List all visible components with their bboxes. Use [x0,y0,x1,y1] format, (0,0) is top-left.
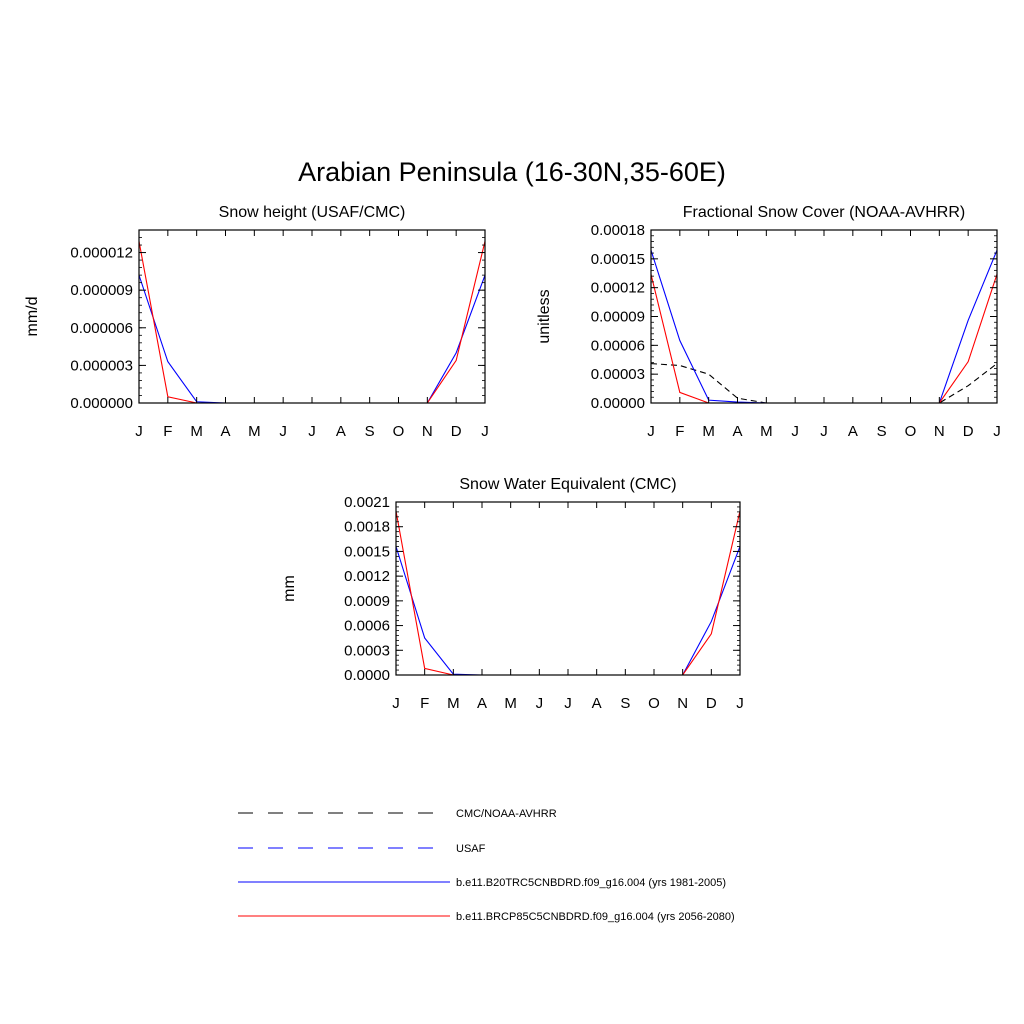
y-tick-label: 0.00018 [591,222,645,239]
x-tick-label: O [648,695,660,712]
plot-frame [138,229,486,404]
chart-panels: Snow height (USAF/CMC)J F M A M J J A S O N D J0.000… [24,204,1001,712]
x-tick-label: N [422,423,433,440]
y-tick-label: 0.0000 [344,667,390,684]
x-tick-label: A [592,695,602,712]
legend: CMC/NOAA-AVHRR USAF b.e11.B20TRC5CNBDRD.f0… [238,808,735,923]
y-tick-label: 0.00006 [591,337,645,354]
x-tick-label: D [706,695,717,712]
x-tick-label: A [848,423,858,440]
x-tick-label: J [993,423,1001,440]
y-axis-label: unitless [536,289,553,343]
figure-title: Arabian Peninsula (16-30N,35-60E) [298,157,726,187]
legend-item-3: b.e11.B20TRC5CNBDRD.f09_g16.004 (yrs 198… [238,877,726,889]
series-line-3 [395,510,741,676]
x-tick-label: A [220,423,230,440]
legend-label: USAF [456,843,486,855]
series-line-2 [138,274,486,404]
x-tick-label: F [420,695,429,712]
chart-panel-2: Fractional Snow Cover (NOAA-AVHRR)J F M A M J… [536,204,1001,440]
y-axis-label: mm [281,575,298,602]
x-tick-label: D [963,423,974,440]
x-tick-label: J [791,423,799,440]
x-tick-label: M [504,695,517,712]
x-tick-label: N [677,695,688,712]
y-tick-label: 0.000006 [70,320,133,337]
x-tick-label: J [481,423,489,440]
y-tick-label: 0.000000 [70,395,133,412]
y-tick-label: 0.00009 [591,309,645,326]
x-tick-label: M [760,423,773,440]
y-tick-label: 0.000009 [70,282,133,299]
y-tick-label: 0.000012 [70,245,133,262]
chart-title: Fractional Snow Cover (NOAA-AVHRR) [683,204,965,221]
legend-item-4: b.e11.BRCP85C5CNBDRD.f09_g16.004 (yrs 20… [238,911,735,923]
plot-frame [395,501,741,676]
x-tick-label: S [365,423,375,440]
x-tick-label: S [620,695,630,712]
y-axis-label: mm/d [24,297,41,337]
y-tick-label: 0.0009 [344,593,390,610]
x-tick-label: J [308,423,316,440]
x-tick-label: J [135,423,143,440]
x-tick-label: J [820,423,828,440]
y-tick-label: 0.0015 [344,543,390,560]
y-tick-label: 0.0021 [344,494,390,511]
legend-label: b.e11.BRCP85C5CNBDRD.f09_g16.004 (yrs 20… [456,911,735,923]
legend-item-1: CMC/NOAA-AVHRR [238,808,557,820]
x-tick-label: S [877,423,887,440]
x-tick-label: J [564,695,572,712]
y-tick-label: 0.00015 [591,251,645,268]
y-tick-label: 0.00012 [591,280,645,297]
series-line-2 [650,249,998,404]
x-tick-label: F [675,423,684,440]
x-tick-label: J [647,423,655,440]
y-tick-label: 0.0018 [344,519,390,536]
y-tick-label: 0.0006 [344,618,390,635]
x-tick-label: J [736,695,744,712]
legend-item-2: USAF [238,843,486,855]
series-line-3 [138,241,486,404]
plot-frame [650,229,998,404]
legend-label: b.e11.B20TRC5CNBDRD.f09_g16.004 (yrs 198… [456,877,726,889]
x-tick-label: M [702,423,715,440]
series-line-2 [395,546,741,676]
x-tick-label: N [934,423,945,440]
y-tick-label: 0.00000 [591,395,645,412]
chart-title: Snow height (USAF/CMC) [219,204,406,221]
legend-label: CMC/NOAA-AVHRR [456,808,557,820]
x-tick-label: A [732,423,742,440]
x-tick-label: A [477,695,487,712]
y-tick-label: 0.000003 [70,357,133,374]
x-tick-label: O [393,423,405,440]
series-line-3 [650,274,998,404]
y-tick-label: 0.00003 [591,366,645,383]
x-tick-label: D [451,423,462,440]
y-tick-label: 0.0003 [344,642,390,659]
x-tick-label: O [905,423,917,440]
y-tick-label: 0.0012 [344,568,390,585]
x-tick-label: F [163,423,172,440]
x-tick-label: A [336,423,346,440]
x-tick-label: J [279,423,287,440]
x-tick-label: J [392,695,400,712]
x-tick-label: M [447,695,460,712]
chart-title: Snow Water Equivalent (CMC) [459,476,676,493]
x-tick-label: J [536,695,544,712]
x-tick-label: M [248,423,261,440]
chart-panel-1: Snow height (USAF/CMC)J F M A M J J A S O N D J0.000… [24,204,489,440]
x-tick-label: M [190,423,203,440]
chart-panel-3: Snow Water Equivalent (CMC)J F M A M J J A S O N D J… [281,476,744,712]
